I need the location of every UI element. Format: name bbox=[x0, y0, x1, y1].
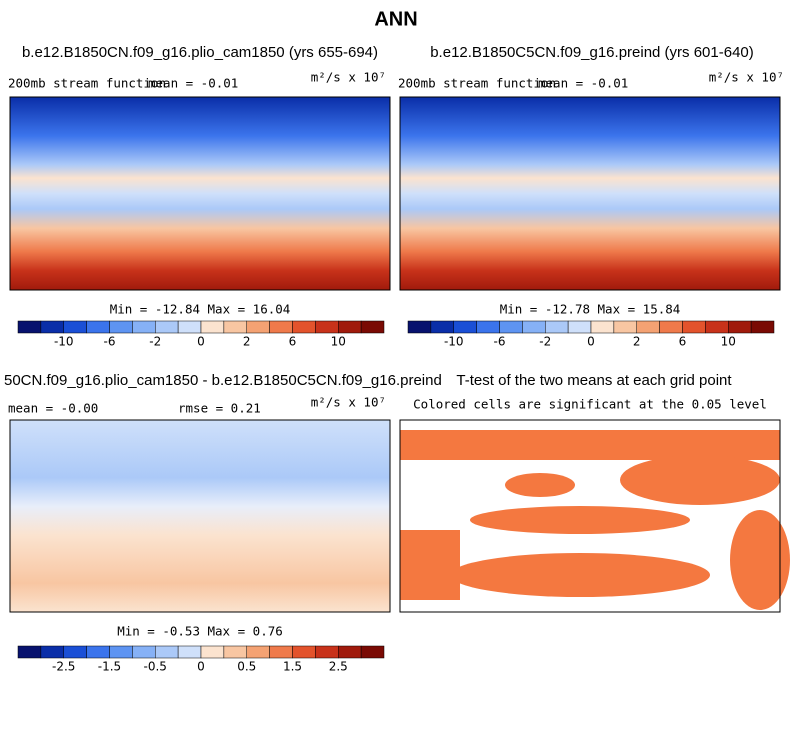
colorbar-box bbox=[636, 320, 660, 334]
colorbar-box bbox=[292, 645, 316, 659]
colorbar-box bbox=[269, 645, 293, 659]
colorbar-label: 2 bbox=[243, 335, 251, 349]
colorbar-box bbox=[545, 320, 569, 334]
colorbar-box bbox=[132, 320, 156, 334]
colorbar-label: 2.5 bbox=[329, 660, 348, 674]
colorbar-label: -2 bbox=[539, 335, 551, 349]
min-max-label: Min = -12.78 Max = 15.84 bbox=[500, 302, 681, 317]
colorbar-label: 10 bbox=[721, 335, 736, 349]
colorbar-box bbox=[17, 320, 42, 334]
colorbar-label: -10 bbox=[444, 335, 464, 349]
colorbar-box bbox=[315, 320, 339, 334]
panel-subtitle: Colored cells are significant at the 0.0… bbox=[413, 397, 767, 412]
variable-label: 200mb stream function bbox=[8, 76, 166, 91]
colorbar-box bbox=[63, 320, 87, 334]
colorbar-label: 0 bbox=[197, 660, 205, 674]
colorbar-label: -6 bbox=[494, 335, 506, 349]
colorbar-label: -2 bbox=[149, 335, 161, 349]
colorbar-box bbox=[750, 320, 775, 334]
units-label: m²/s x 10⁷ bbox=[311, 395, 386, 410]
colorbar-box bbox=[659, 320, 683, 334]
colorbar-label: -6 bbox=[104, 335, 116, 349]
colorbar-label: 10 bbox=[331, 335, 346, 349]
variable-label: 200mb stream function bbox=[398, 76, 556, 91]
colorbar-box bbox=[407, 320, 432, 334]
colorbar-box bbox=[40, 645, 64, 659]
colorbar-box bbox=[590, 320, 615, 334]
colorbar-box bbox=[155, 645, 179, 659]
mean-label: mean = -0.00 bbox=[8, 401, 98, 416]
panel-title: 50CN.f09_g16.plio_cam1850 - b.e12.B1850C… bbox=[4, 372, 442, 389]
colorbar-box bbox=[705, 320, 729, 334]
rmse-label: rmse = 0.21 bbox=[178, 401, 261, 416]
colorbar-label: -2.5 bbox=[52, 660, 75, 674]
colorbar-box bbox=[155, 320, 179, 334]
colorbar-box bbox=[338, 645, 362, 659]
colorbar-box bbox=[522, 320, 546, 334]
colorbar-box bbox=[613, 320, 637, 334]
colorbar-box bbox=[682, 320, 706, 334]
map bbox=[9, 419, 391, 613]
colorbar-box bbox=[86, 645, 110, 659]
colorbar-box bbox=[200, 645, 225, 659]
colorbar-box bbox=[430, 320, 454, 334]
colorbar-box bbox=[200, 320, 225, 334]
colorbar-box bbox=[360, 645, 385, 659]
colorbar-box bbox=[63, 645, 87, 659]
colorbar-box bbox=[177, 320, 202, 334]
map bbox=[399, 96, 781, 291]
colorbar-box bbox=[567, 320, 592, 334]
colorbar-label: 2 bbox=[633, 335, 641, 349]
colorbar-label: 6 bbox=[679, 335, 687, 349]
mean-label: mean = -0.01 bbox=[538, 76, 628, 91]
colorbar-box bbox=[109, 320, 133, 334]
colorbar-box bbox=[40, 320, 64, 334]
map bbox=[9, 96, 391, 291]
mean-label: mean = -0.01 bbox=[148, 76, 238, 91]
colorbar-label: 0 bbox=[587, 335, 595, 349]
panel-title: T-test of the two means at each grid poi… bbox=[456, 372, 732, 389]
colorbar-box bbox=[315, 645, 339, 659]
colorbar-label: -0.5 bbox=[144, 660, 167, 674]
colorbar-label: -1.5 bbox=[98, 660, 121, 674]
colorbar-box bbox=[132, 645, 156, 659]
colorbar-box bbox=[246, 320, 270, 334]
colorbar-label: 1.5 bbox=[283, 660, 302, 674]
colorbar-box bbox=[109, 645, 133, 659]
colorbar-box bbox=[338, 320, 362, 334]
colorbar-box bbox=[86, 320, 110, 334]
colorbar-box bbox=[269, 320, 293, 334]
colorbar-label: 0 bbox=[197, 335, 205, 349]
colorbar-box bbox=[476, 320, 500, 334]
colorbar-label: -10 bbox=[54, 335, 74, 349]
colorbar-box bbox=[223, 320, 247, 334]
units-label: m²/s x 10⁷ bbox=[311, 70, 386, 85]
min-max-label: Min = -0.53 Max = 0.76 bbox=[117, 624, 283, 639]
colorbar-box bbox=[177, 645, 202, 659]
colorbar-box bbox=[246, 645, 270, 659]
colorbar-box bbox=[223, 645, 247, 659]
figure-title: ANN bbox=[374, 8, 417, 30]
colorbar-box bbox=[292, 320, 316, 334]
colorbar-box bbox=[499, 320, 523, 334]
colorbar-box bbox=[453, 320, 477, 334]
colorbar-label: 0.5 bbox=[237, 660, 256, 674]
min-max-label: Min = -12.84 Max = 16.04 bbox=[110, 302, 291, 317]
colorbar-box bbox=[17, 645, 42, 659]
panel-title: b.e12.B1850CN.f09_g16.plio_cam1850 (yrs … bbox=[22, 44, 378, 61]
significance-map bbox=[399, 419, 790, 613]
colorbar-label: 6 bbox=[289, 335, 297, 349]
colorbar-box bbox=[728, 320, 752, 334]
colorbar-box bbox=[360, 320, 385, 334]
units-label: m²/s x 10⁷ bbox=[709, 70, 784, 85]
panel-title: b.e12.B1850C5CN.f09_g16.preind (yrs 601-… bbox=[430, 44, 754, 61]
